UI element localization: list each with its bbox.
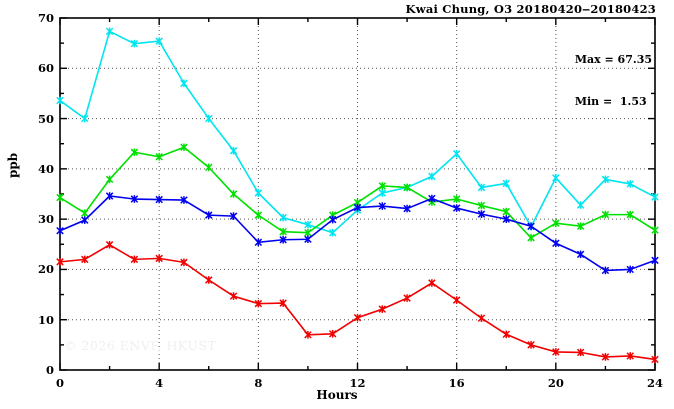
x-tick-label: 0 [55, 376, 64, 390]
x-tick-label: 12 [349, 376, 366, 390]
blue-series [56, 192, 659, 275]
stats-min-label: Min = 1.53 [574, 95, 647, 108]
y-axis-label: ppb [6, 152, 20, 178]
x-tick-label: 4 [155, 376, 164, 390]
y-tick-label: 70 [37, 11, 54, 25]
x-tick-label: 16 [448, 376, 465, 390]
stats-max-label: Max = 67.35 [574, 53, 652, 66]
y-tick-label: 0 [45, 363, 54, 377]
x-tick-label: 8 [254, 376, 263, 390]
stats-annotation: Max = 67.35 Min = 1.53 [575, 25, 652, 137]
y-tick-label: 20 [37, 262, 54, 277]
y-tick-label: 60 [37, 61, 54, 76]
watermark: © 2026 ENVF, HKUST [64, 338, 217, 353]
series-layer [56, 27, 659, 364]
y-tick-label: 10 [37, 312, 54, 327]
y-tick-label: 30 [37, 212, 54, 227]
x-axis-label: Hours [316, 388, 358, 402]
red-series [56, 240, 659, 364]
y-tick-label: 40 [37, 161, 54, 176]
x-tick-label: 20 [547, 376, 564, 390]
chart-title: Kwai Chung, O3 20180420‒20180423 [405, 2, 656, 16]
x-tick-label: 24 [646, 376, 663, 390]
green-series [56, 143, 659, 242]
y-tick-label: 50 [37, 111, 54, 126]
